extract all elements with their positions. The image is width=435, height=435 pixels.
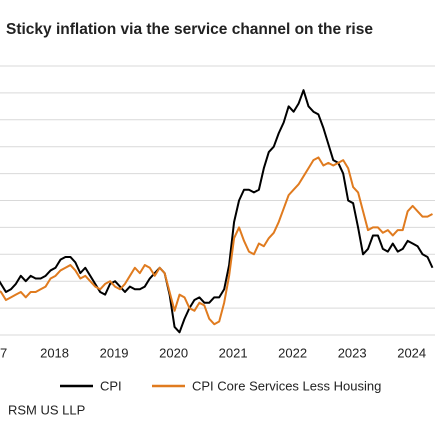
x-tick-label: 2019: [100, 345, 129, 360]
grid: [0, 65, 435, 336]
x-tick-label: 2024: [397, 345, 426, 360]
x-tick-label: 2022: [278, 345, 307, 360]
x-axis: 7 2018 2019 2020 2021 2022 2023 2024: [0, 345, 426, 360]
source: RSM US LLP: [8, 402, 85, 417]
x-tick-label: 2023: [338, 345, 367, 360]
plot-area: [0, 89, 434, 334]
legend-label: CPI: [100, 378, 122, 393]
series-line: [0, 89, 434, 334]
chart-title: Sticky inflation via the service channel…: [6, 21, 373, 38]
legend-label: CPI Core Services Less Housing: [192, 378, 381, 393]
x-tick-label: 2021: [219, 345, 248, 360]
series-line: [0, 156, 433, 326]
legend: CPI CPI Core Services Less Housing: [60, 378, 381, 393]
x-tick-label: 2020: [159, 345, 188, 360]
x-tick-label: 2018: [40, 345, 69, 360]
x-tick-label: 7: [0, 345, 7, 360]
